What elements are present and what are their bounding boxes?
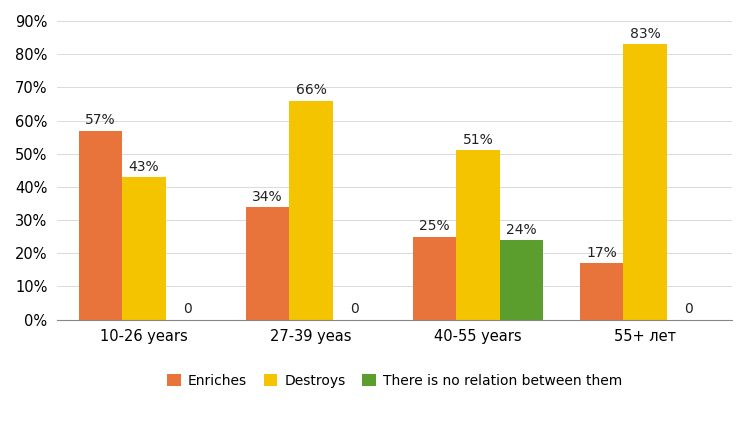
Bar (413, 237, 456, 320)
Text: 51%: 51% (462, 133, 494, 147)
Bar (500, 240, 543, 320)
Bar (456, 150, 500, 320)
Bar (580, 263, 624, 320)
Text: 0: 0 (183, 301, 192, 316)
Text: 43%: 43% (128, 160, 159, 173)
Bar (123, 177, 166, 320)
Legend: Enriches, Destroys, There is no relation between them: Enriches, Destroys, There is no relation… (161, 368, 628, 393)
Bar (246, 207, 289, 320)
Bar (79, 131, 123, 320)
Text: 24%: 24% (506, 223, 537, 237)
Text: 34%: 34% (252, 190, 283, 203)
Text: 25%: 25% (419, 219, 450, 233)
Bar (289, 101, 333, 320)
Text: 0: 0 (350, 301, 359, 316)
Text: 0: 0 (684, 301, 693, 316)
Bar (624, 44, 667, 320)
Text: 66%: 66% (296, 83, 326, 97)
Text: 17%: 17% (586, 246, 617, 260)
Text: 83%: 83% (630, 27, 660, 41)
Text: 57%: 57% (85, 113, 116, 127)
